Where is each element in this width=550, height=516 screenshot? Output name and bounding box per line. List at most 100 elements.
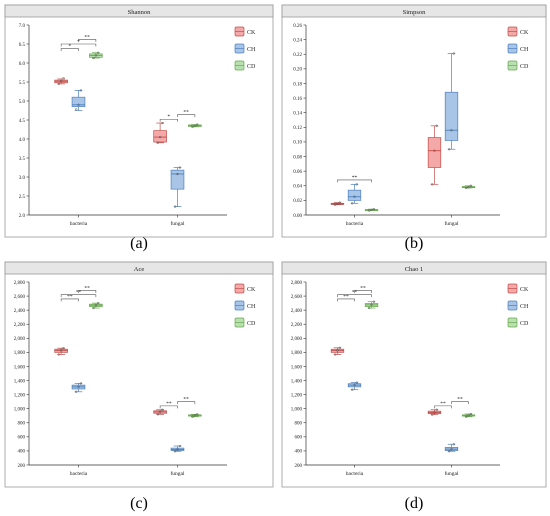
significance-label: * xyxy=(68,44,71,50)
box-CH-bacteria xyxy=(347,381,362,391)
bracket-line xyxy=(451,401,469,405)
data-point xyxy=(94,54,98,57)
data-point xyxy=(465,186,468,190)
y-tick-label: 2,400 xyxy=(14,309,26,314)
data-point xyxy=(62,347,65,350)
data-point xyxy=(370,303,373,307)
significance-label: * xyxy=(167,114,170,120)
bracket-line xyxy=(60,48,79,52)
data-point xyxy=(161,121,164,125)
box-CD-fungal xyxy=(188,123,202,128)
data-point xyxy=(338,346,341,349)
y-tick-label: 0.04 xyxy=(293,185,302,190)
legend-label: CK xyxy=(520,287,529,293)
y-tick-label: 0.12 xyxy=(293,126,302,131)
legend-item-CD: CD xyxy=(234,317,256,328)
y-tick-label: 0.00 xyxy=(293,214,302,219)
y-tick-label: 5.5 xyxy=(19,81,26,86)
panel-frame xyxy=(4,261,274,488)
legend-label: CK xyxy=(520,30,529,36)
data-point xyxy=(97,51,100,54)
bracket-line xyxy=(159,118,178,122)
data-point xyxy=(77,385,80,389)
box-CK-bacteria xyxy=(330,346,345,356)
data-point xyxy=(368,209,371,212)
box-CK-fungal xyxy=(153,408,167,416)
y-tick-label: 6.5 xyxy=(19,43,26,48)
data-point xyxy=(355,381,358,384)
data-point xyxy=(178,166,181,169)
data-point xyxy=(334,203,337,206)
significance-label: ** xyxy=(84,285,90,291)
box-CK-fungal xyxy=(427,124,442,186)
bracket-line xyxy=(60,43,97,47)
significance-label: ** xyxy=(84,34,90,40)
y-tick-label: 200 xyxy=(295,464,303,469)
panel-title-bar xyxy=(281,4,547,18)
data-point xyxy=(435,124,438,127)
box-body xyxy=(347,189,362,201)
significance-bracket: ** xyxy=(337,294,355,302)
data-point xyxy=(92,56,95,60)
y-tick-label: 1,600 xyxy=(291,365,303,370)
data-point xyxy=(465,415,468,418)
panel-caption: (c) xyxy=(130,495,148,512)
data-point xyxy=(59,349,63,352)
y-tick-label: 0.02 xyxy=(293,199,302,204)
significance-bracket: ** xyxy=(78,285,97,293)
legend-label: CH xyxy=(247,47,256,53)
y-tick-label: 0.08 xyxy=(293,155,302,160)
data-point xyxy=(450,448,453,451)
data-point xyxy=(57,353,60,356)
bracket-line xyxy=(337,298,355,302)
significance-bracket: ** xyxy=(60,294,79,302)
legend-item-CD: CD xyxy=(234,60,256,71)
legend-label: CH xyxy=(520,304,529,310)
chart-title: Simpson xyxy=(403,9,427,16)
box-CK-bacteria xyxy=(54,77,68,86)
panel-caption: (a) xyxy=(130,235,148,252)
significance-label: * xyxy=(77,39,80,45)
significance-bracket: * xyxy=(60,39,97,47)
data-point xyxy=(452,443,455,446)
y-tick-label: 6.0 xyxy=(19,62,26,67)
significance-bracket: ** xyxy=(177,110,196,118)
data-point xyxy=(176,172,179,176)
data-point xyxy=(158,410,162,414)
y-tick-label: 2,600 xyxy=(14,295,26,300)
data-point xyxy=(355,183,358,186)
data-point xyxy=(94,304,98,307)
box-CH-bacteria xyxy=(347,183,362,205)
chart-panel-1: Shannon 2.0 2.5 3.0 3.5 4.0 4.5 5.0 5.5 6.0 6.5 7.0… xyxy=(4,4,274,238)
box-CH-fungal xyxy=(444,52,459,151)
data-point xyxy=(77,103,80,106)
data-point xyxy=(372,208,375,211)
data-point xyxy=(336,349,339,352)
y-tick-label: 1,800 xyxy=(14,351,26,356)
chart-panel-2: Simpson 0.00 0.02 0.04 0.06 0.08 0.10 0.12 0.14 0… xyxy=(281,4,547,238)
legend-item-CK: CK xyxy=(507,26,529,37)
box-CH-fungal xyxy=(444,443,459,453)
box-CD-fungal xyxy=(461,184,476,190)
chart-panel-4: Chao 1 200 400 600 800 1,000 1,200 1,400 1,600 1,… xyxy=(281,261,547,488)
legend-label: CD xyxy=(247,321,256,327)
y-tick-label: 1,400 xyxy=(14,379,26,384)
y-tick-label: 1,400 xyxy=(291,379,303,384)
significance-label: ** xyxy=(166,401,172,407)
data-point xyxy=(156,141,159,144)
bracket-line xyxy=(159,405,178,409)
y-tick-label: 1,800 xyxy=(291,351,303,356)
data-point xyxy=(62,77,65,80)
significance-bracket: ** xyxy=(159,401,178,409)
data-point xyxy=(370,208,373,212)
y-tick-label: 2,800 xyxy=(14,281,26,286)
chart-title: Shannon xyxy=(128,9,152,16)
box-CD-bacteria xyxy=(89,301,103,310)
legend-label: CD xyxy=(520,64,529,70)
x-tick-label: fungal xyxy=(170,220,185,227)
bracket-line xyxy=(60,294,97,298)
significance-bracket: ** xyxy=(451,397,469,405)
x-tick-label: bacteria xyxy=(346,471,364,477)
legend-item-CH: CH xyxy=(234,43,256,54)
